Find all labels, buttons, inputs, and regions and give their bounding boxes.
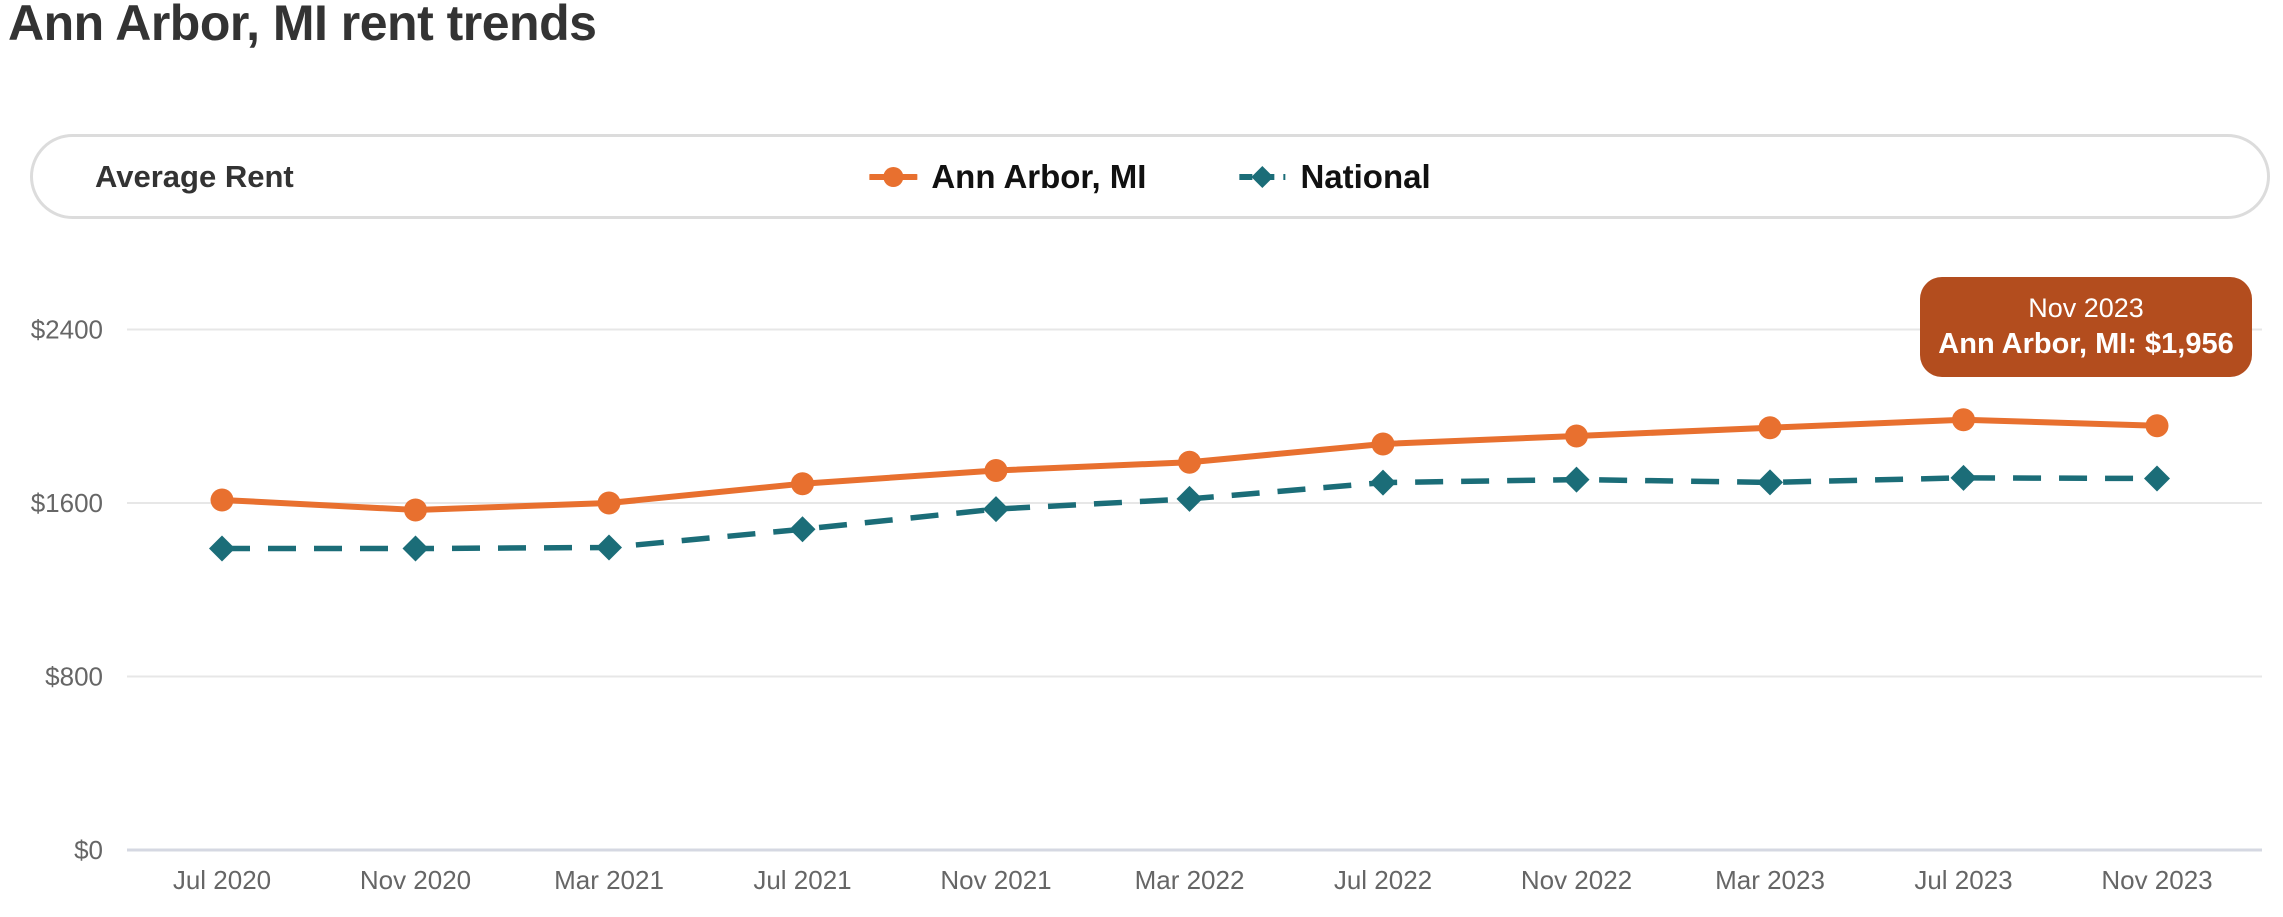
- chart-legend: Ann Arbor, MI National: [869, 157, 1431, 196]
- x-axis-tick-label: Nov 2022: [1521, 865, 1632, 895]
- circle-line-marker-icon: [869, 164, 918, 190]
- x-axis-tick-label: Jul 2021: [753, 865, 851, 895]
- x-axis-tick-label: Mar 2023: [1715, 865, 1825, 895]
- legend-item-label: Ann Arbor, MI: [931, 157, 1147, 195]
- x-axis-tick-label: Jul 2023: [1914, 865, 2012, 895]
- data-point-marker[interactable]: [210, 488, 234, 512]
- data-point-marker[interactable]: [404, 498, 427, 522]
- chart-tooltip: Nov 2023 Ann Arbor, MI: $1,956: [1920, 277, 2252, 377]
- data-point-marker[interactable]: [1370, 469, 1396, 496]
- data-point-marker[interactable]: [1371, 432, 1395, 456]
- data-point-marker[interactable]: [1176, 485, 1203, 512]
- data-point-marker[interactable]: [402, 535, 429, 562]
- data-point-marker[interactable]: [597, 491, 621, 515]
- y-axis-tick-label: $2400: [31, 315, 103, 345]
- data-point-marker[interactable]: [2144, 465, 2170, 492]
- data-point-marker[interactable]: [1565, 424, 1588, 448]
- legend-item-national[interactable]: National: [1238, 157, 1431, 196]
- data-point-marker[interactable]: [1563, 466, 1590, 493]
- data-point-marker[interactable]: [983, 496, 1009, 523]
- legend-item-ann-arbor[interactable]: Ann Arbor, MI: [869, 158, 1146, 196]
- y-axis-tick-label: $1600: [31, 488, 103, 518]
- data-point-marker[interactable]: [1178, 450, 1201, 474]
- data-point-marker[interactable]: [791, 472, 814, 496]
- data-point-marker[interactable]: [1757, 469, 1783, 496]
- y-axis-tick-label: $0: [74, 835, 103, 865]
- data-point-marker[interactable]: [1950, 464, 1977, 491]
- x-axis-tick-label: Nov 2021: [940, 865, 1051, 895]
- diamond-line-marker-icon: [1238, 164, 1286, 190]
- x-axis-tick-label: Jul 2020: [173, 865, 271, 895]
- data-point-marker[interactable]: [596, 534, 622, 561]
- data-point-marker[interactable]: [2145, 414, 2169, 438]
- legend-panel: Average Rent Ann Arbor, MI National: [30, 134, 2270, 219]
- legend-item-label: National: [1300, 157, 1431, 195]
- x-axis-tick-label: Mar 2022: [1135, 865, 1245, 895]
- x-axis-tick-label: Nov 2020: [360, 865, 471, 895]
- tooltip-date: Nov 2023: [2028, 292, 2144, 323]
- x-axis-tick-label: Nov 2023: [2101, 865, 2212, 895]
- data-point-marker[interactable]: [984, 458, 1008, 482]
- page-title: Ann Arbor, MI rent trends: [8, 0, 597, 51]
- data-point-marker[interactable]: [1952, 408, 1975, 432]
- y-axis-tick-label: $800: [45, 662, 103, 692]
- x-axis-tick-label: Mar 2021: [554, 865, 664, 895]
- data-point-marker[interactable]: [789, 516, 816, 543]
- x-axis-tick-label: Jul 2022: [1334, 865, 1432, 895]
- data-point-marker[interactable]: [1758, 416, 1782, 440]
- data-point-marker[interactable]: [209, 535, 235, 562]
- metric-label: Average Rent: [95, 158, 294, 194]
- tooltip-value: Ann Arbor, MI: $1,956: [1938, 327, 2234, 360]
